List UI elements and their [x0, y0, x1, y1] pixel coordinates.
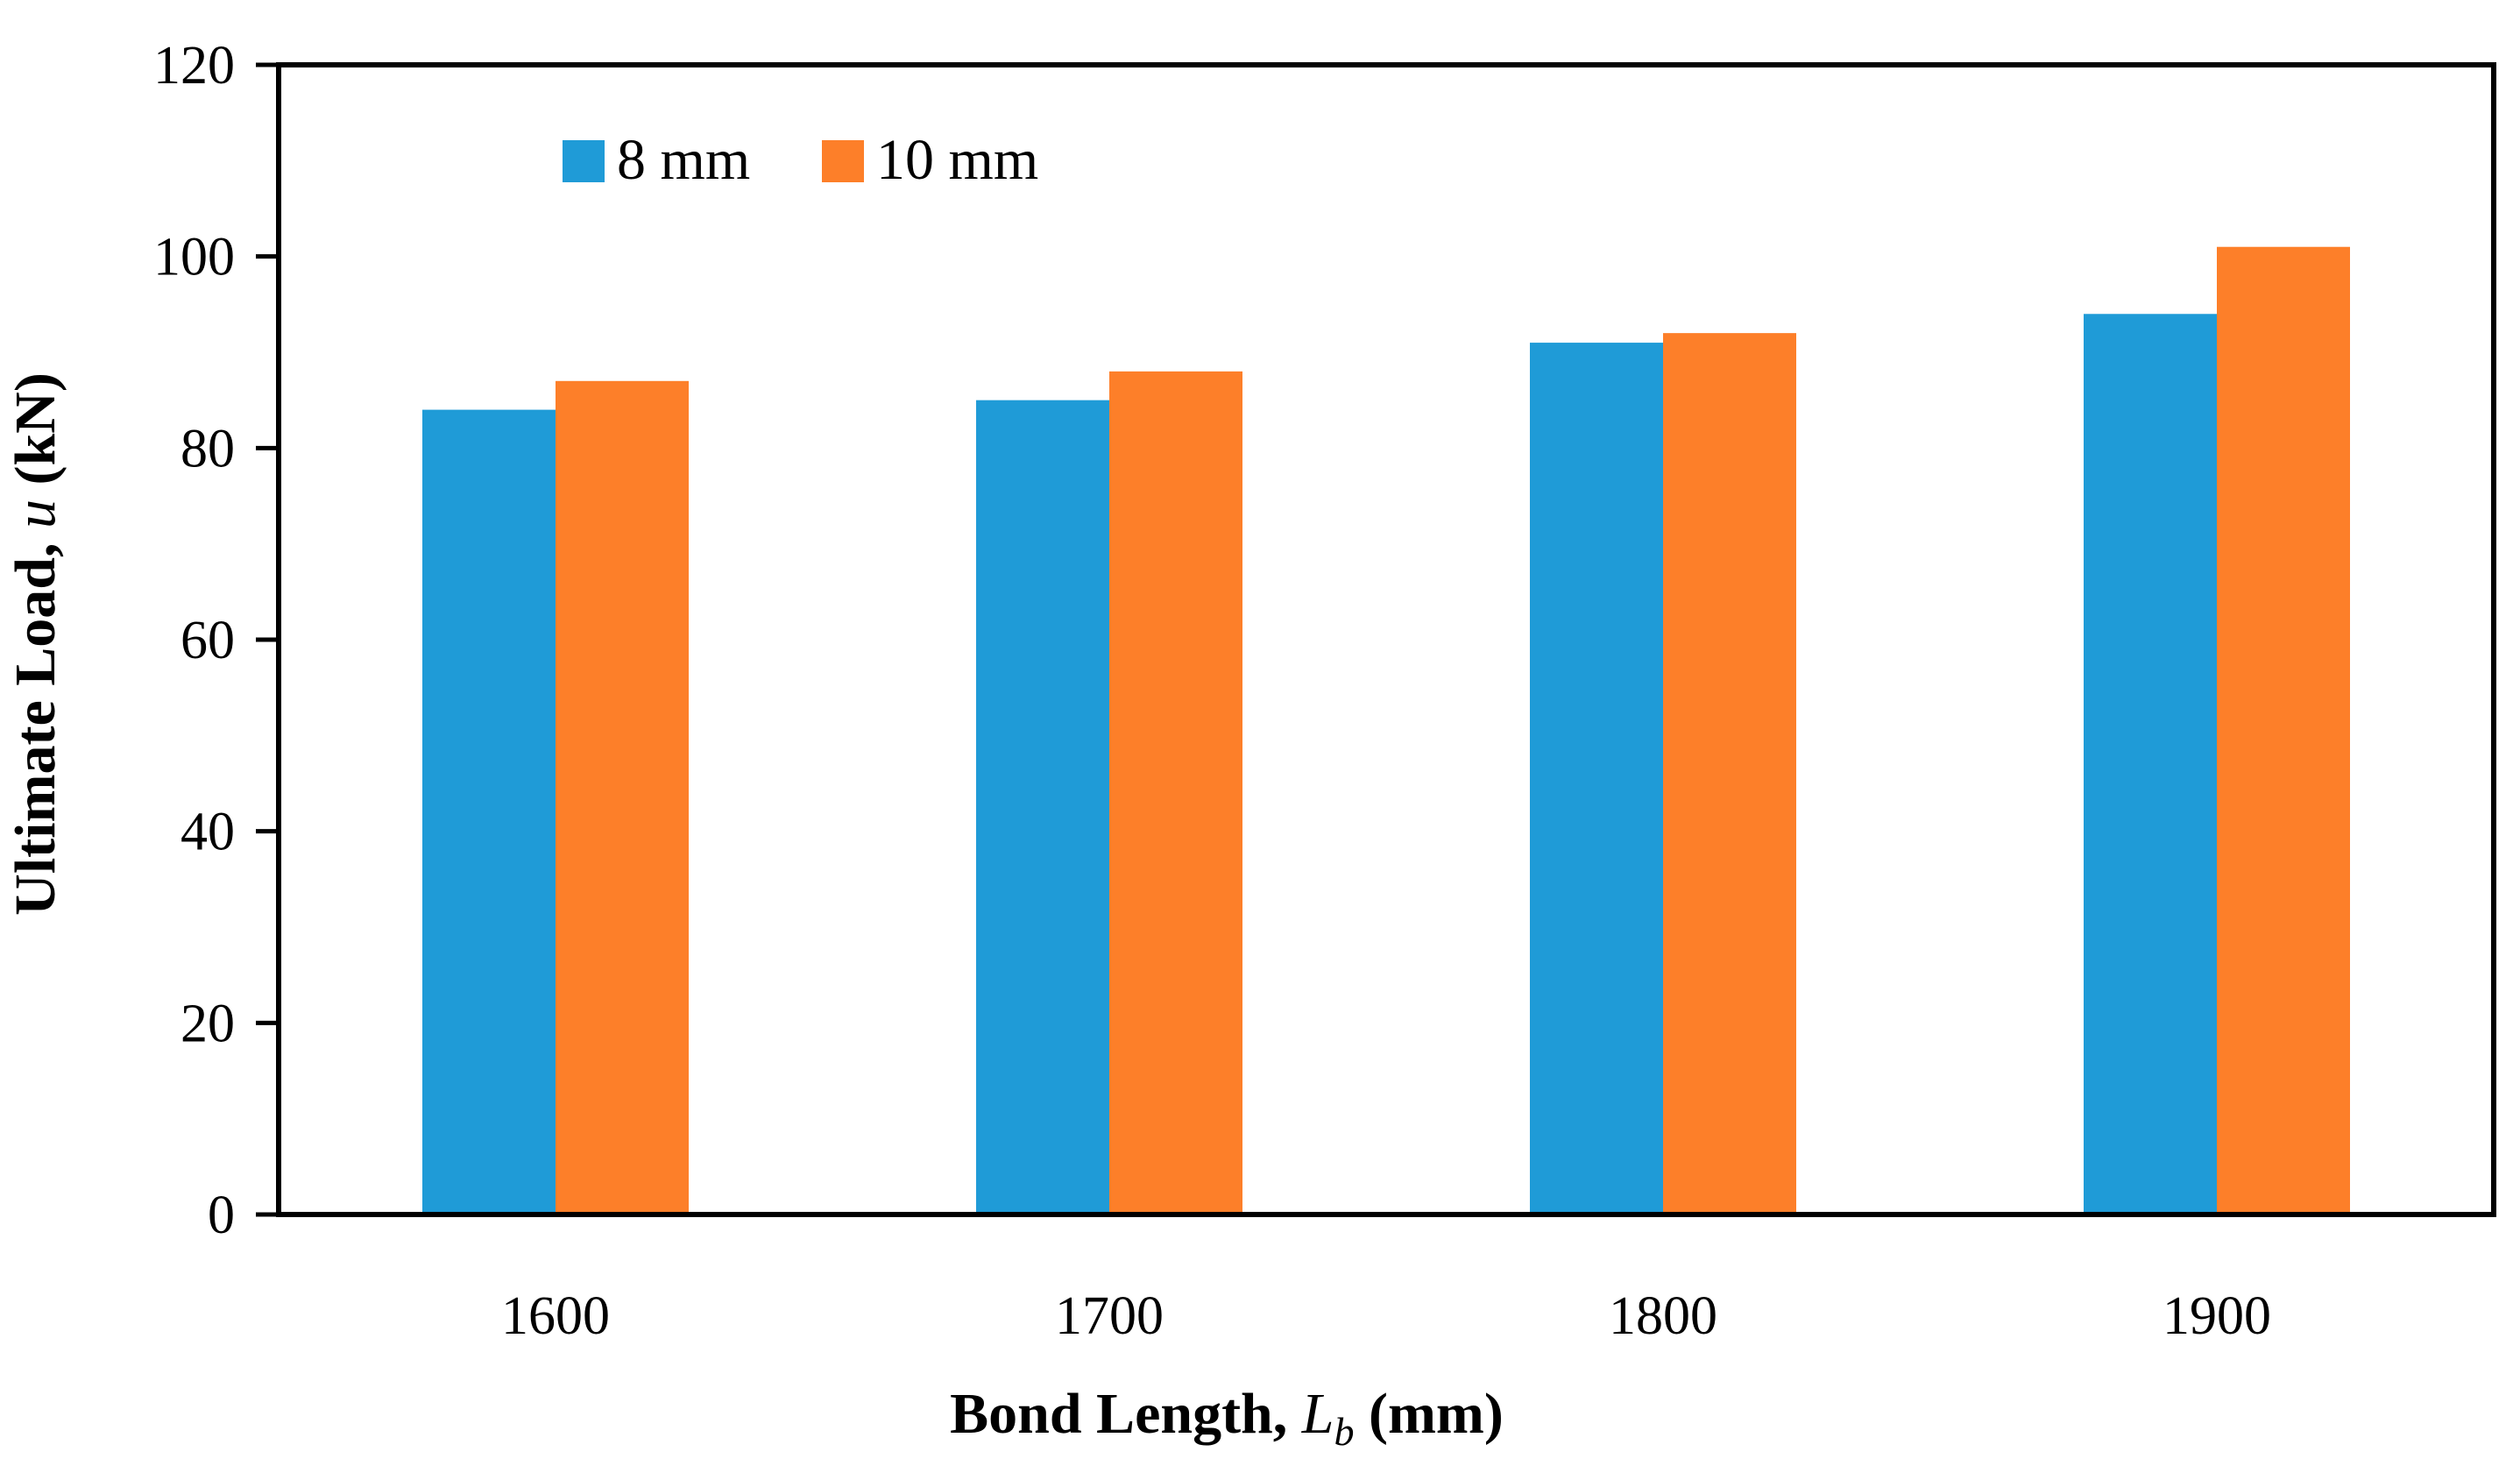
y-tick-label: 80 — [181, 419, 235, 478]
y-axis-title-suffix: (kN) — [4, 372, 67, 499]
legend-swatch — [563, 140, 605, 182]
x-axis-title: Bond Length, Lb (mm) — [950, 1382, 1504, 1454]
y-axis-title-prefix: Ultimate Load, — [4, 528, 67, 916]
bar — [1663, 333, 1796, 1215]
bar — [1530, 343, 1663, 1215]
y-axis: 0 20 40 60 80 100 120 — [153, 36, 279, 1245]
bar — [422, 409, 556, 1215]
x-axis-title-prefix: Bond Length, — [950, 1382, 1302, 1446]
legend-swatch — [822, 140, 864, 182]
bars — [422, 246, 2350, 1215]
y-tick-label: 120 — [153, 36, 235, 96]
legend-label: 10 mm — [876, 128, 1038, 192]
bar — [2217, 246, 2350, 1215]
y-tick-label: 0 — [208, 1186, 235, 1245]
x-tick-label: 1800 — [1609, 1286, 1717, 1346]
y-tick-label: 40 — [181, 803, 235, 862]
x-tick-label: 1700 — [1055, 1286, 1164, 1346]
bar — [556, 380, 689, 1215]
legend-label: 8 mm — [617, 128, 750, 192]
y-tick-label: 100 — [153, 228, 235, 287]
bar — [2084, 314, 2217, 1215]
x-axis-title-variable: L — [1301, 1382, 1334, 1446]
plot-frame — [276, 62, 2496, 1217]
y-tick-label: 60 — [181, 611, 235, 670]
x-axis-title-subscript: b — [1334, 1409, 1354, 1454]
y-axis-title-variable: u — [4, 499, 67, 528]
y-tick-label: 20 — [181, 994, 235, 1053]
x-axis: 1600 1700 1800 1900 — [501, 1286, 2271, 1346]
x-axis-title-suffix: (mm) — [1354, 1382, 1503, 1446]
x-tick-label: 1900 — [2163, 1286, 2271, 1346]
legend: 8 mm 10 mm — [563, 128, 1038, 192]
bar — [1109, 371, 1242, 1215]
plot-area — [276, 62, 2496, 1217]
y-axis-title: Ultimate Load, u (kN) — [4, 372, 67, 916]
bar — [976, 400, 1109, 1215]
x-tick-label: 1600 — [501, 1286, 610, 1346]
